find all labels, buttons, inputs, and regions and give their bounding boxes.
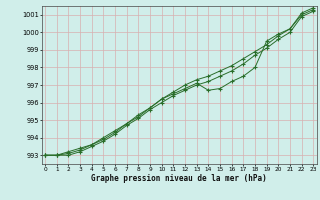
X-axis label: Graphe pression niveau de la mer (hPa): Graphe pression niveau de la mer (hPa) <box>91 174 267 183</box>
